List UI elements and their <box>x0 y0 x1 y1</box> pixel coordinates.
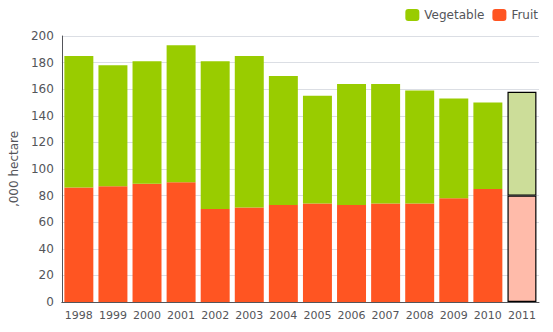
svg-text:,000 hectare: ,000 hectare <box>7 131 21 207</box>
svg-text:120: 120 <box>31 135 54 149</box>
svg-text:2000: 2000 <box>133 309 161 322</box>
svg-text:100: 100 <box>31 162 54 176</box>
svg-text:60: 60 <box>39 215 54 229</box>
svg-text:2002: 2002 <box>201 309 229 322</box>
svg-text:2001: 2001 <box>167 309 195 322</box>
svg-text:2008: 2008 <box>406 309 434 322</box>
svg-text:2011: 2011 <box>508 309 536 322</box>
svg-text:0: 0 <box>46 295 54 309</box>
svg-text:2003: 2003 <box>235 309 263 322</box>
svg-text:200: 200 <box>31 29 54 43</box>
svg-text:1999: 1999 <box>99 309 127 322</box>
svg-text:80: 80 <box>39 189 54 203</box>
svg-text:160: 160 <box>31 82 54 96</box>
svg-text:40: 40 <box>39 242 54 256</box>
svg-text:2005: 2005 <box>303 309 331 322</box>
svg-text:Vegetable: Vegetable <box>424 8 484 22</box>
svg-text:2006: 2006 <box>338 309 366 322</box>
svg-text:180: 180 <box>31 56 54 70</box>
svg-text:2009: 2009 <box>440 309 468 322</box>
svg-text:20: 20 <box>39 268 54 282</box>
svg-text:2010: 2010 <box>474 309 502 322</box>
svg-text:2004: 2004 <box>269 309 297 322</box>
svg-text:140: 140 <box>31 109 54 123</box>
svg-text:Fruit: Fruit <box>511 8 538 22</box>
svg-text:1998: 1998 <box>65 309 93 322</box>
svg-text:2007: 2007 <box>372 309 400 322</box>
